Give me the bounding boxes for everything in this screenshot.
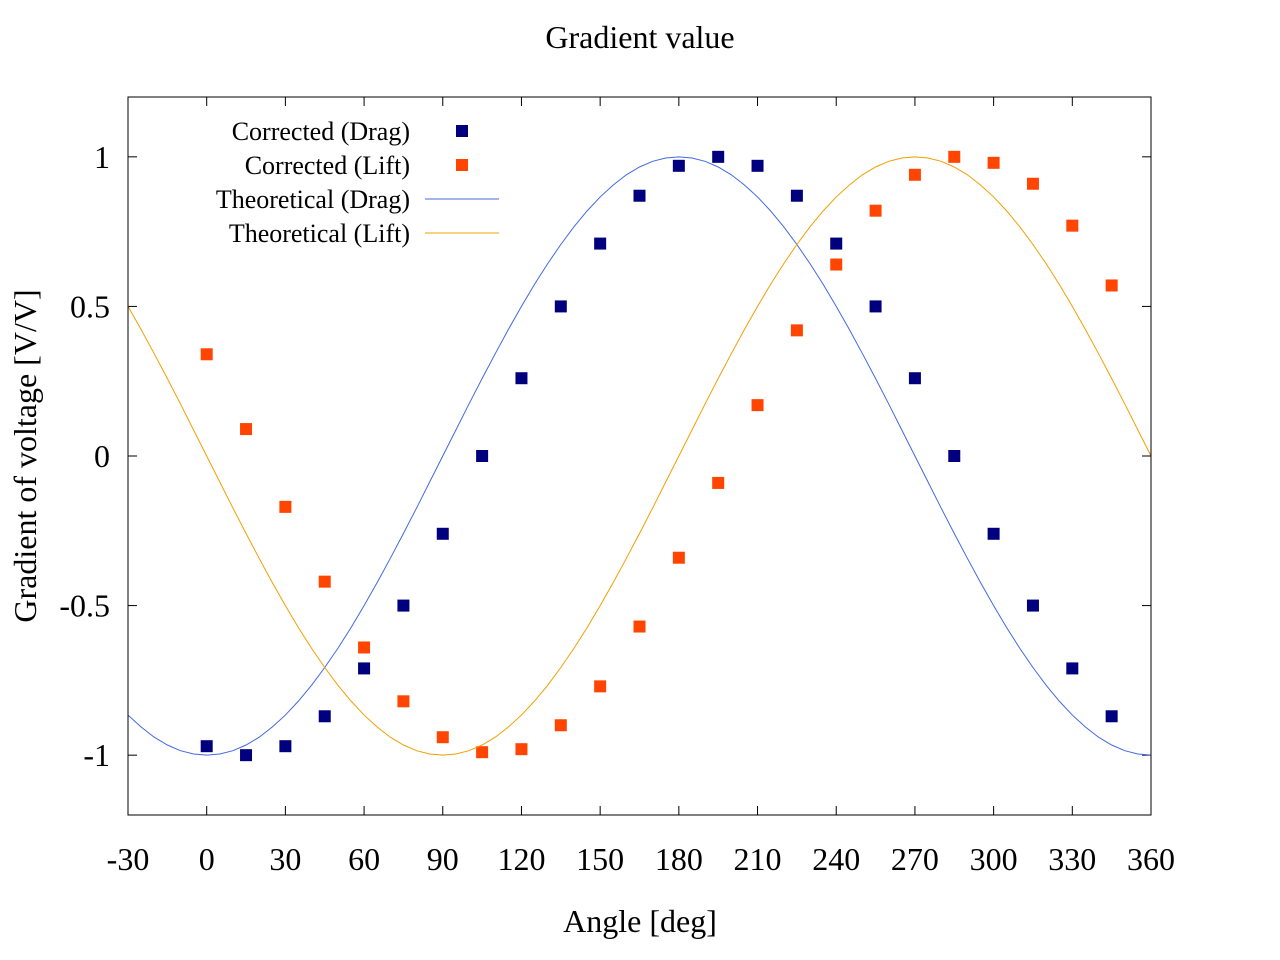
- y-tick-label: 0.5: [70, 288, 110, 324]
- series-line-theoretical-lift: [128, 156, 1151, 756]
- y-tick-label: 1: [94, 139, 110, 175]
- x-tick-label: 30: [269, 841, 301, 877]
- data-point-corrected-lift: [1105, 279, 1118, 292]
- data-point-corrected-drag: [279, 740, 292, 753]
- legend-label-corrected-drag: Corrected (Drag): [232, 117, 410, 146]
- data-point-corrected-drag: [397, 599, 410, 612]
- data-point-corrected-drag: [751, 159, 764, 172]
- data-point-corrected-drag: [908, 372, 921, 385]
- data-point-corrected-drag: [830, 237, 843, 250]
- data-point-corrected-drag: [240, 749, 253, 762]
- data-point-corrected-drag: [633, 189, 646, 202]
- legend: Corrected (Drag) Corrected (Lift) Theoreti…: [216, 117, 499, 248]
- legend-swatch-corrected-drag: [456, 125, 468, 137]
- data-point-corrected-drag: [987, 527, 1000, 540]
- data-point-corrected-lift: [200, 348, 213, 361]
- data-point-corrected-drag: [1105, 710, 1118, 723]
- legend-label-theoretical-drag: Theoretical (Drag): [216, 185, 410, 214]
- data-point-corrected-lift: [908, 168, 921, 181]
- data-point-corrected-drag: [358, 662, 371, 675]
- y-axis-label: Gradient of voltage [V/V]: [7, 289, 43, 622]
- data-point-corrected-lift: [948, 150, 961, 163]
- data-point-corrected-lift: [318, 575, 331, 588]
- data-point-corrected-lift: [1066, 219, 1079, 232]
- data-point-corrected-lift: [712, 476, 725, 489]
- data-point-corrected-lift: [554, 719, 567, 732]
- y-tick-label: 0: [94, 438, 110, 474]
- axis-ticks: -30 0 30 60 90 120 150 180 210 240 270 300 330 360 -1 -…: [59, 97, 1175, 877]
- data-point-corrected-drag: [790, 189, 803, 202]
- data-point-corrected-drag: [712, 150, 725, 163]
- data-point-corrected-lift: [358, 641, 371, 654]
- data-point-corrected-drag: [318, 710, 331, 723]
- data-point-corrected-lift: [594, 680, 607, 693]
- data-point-corrected-lift: [436, 731, 449, 744]
- data-point-corrected-drag: [200, 740, 213, 753]
- x-tick-label: 150: [576, 841, 624, 877]
- data-point-corrected-drag: [948, 450, 961, 462]
- data-point-corrected-drag: [672, 159, 685, 172]
- x-tick-label: -30: [107, 841, 150, 877]
- x-tick-label: 330: [1048, 841, 1096, 877]
- y-tick-label: -1: [83, 737, 110, 773]
- data-point-corrected-drag: [869, 300, 882, 313]
- data-point-corrected-drag: [594, 237, 607, 250]
- data-point-corrected-lift: [751, 399, 764, 412]
- plot-frame: [127, 96, 1152, 816]
- x-tick-label: 0: [199, 841, 215, 877]
- legend-swatch-corrected-lift: [456, 159, 468, 171]
- data-point-corrected-lift: [476, 746, 489, 759]
- data-point-corrected-lift: [240, 423, 253, 436]
- data-point-corrected-drag: [1066, 662, 1079, 675]
- chart-title: Gradient value: [545, 19, 734, 55]
- data-point-corrected-drag: [515, 372, 528, 385]
- data-point-corrected-lift: [830, 258, 843, 271]
- x-tick-label: 180: [655, 841, 703, 877]
- x-tick-label: 240: [812, 841, 860, 877]
- x-axis-label: Angle [deg]: [563, 903, 717, 939]
- data-point-corrected-lift: [987, 156, 1000, 169]
- series-layer: [128, 150, 1151, 762]
- x-tick-label: 210: [734, 841, 782, 877]
- x-tick-label: 60: [348, 841, 380, 877]
- data-point-corrected-lift: [869, 204, 882, 217]
- legend-label-theoretical-lift: Theoretical (Lift): [229, 219, 410, 248]
- series-line-theoretical-drag: [128, 156, 1151, 756]
- data-point-corrected-drag: [554, 300, 567, 313]
- x-tick-label: 120: [497, 841, 545, 877]
- x-tick-label: 360: [1127, 841, 1175, 877]
- data-point-corrected-lift: [633, 620, 646, 633]
- data-point-corrected-lift: [672, 551, 685, 564]
- data-point-corrected-lift: [515, 743, 528, 756]
- x-tick-label: 300: [970, 841, 1018, 877]
- x-tick-label: 90: [427, 841, 459, 877]
- x-tick-label: 270: [891, 841, 939, 877]
- y-tick-label: -0.5: [59, 588, 110, 624]
- data-point-corrected-lift: [279, 500, 292, 513]
- data-point-corrected-lift: [397, 695, 410, 708]
- data-point-corrected-lift: [1026, 177, 1039, 190]
- data-point-corrected-drag: [476, 450, 489, 462]
- legend-label-corrected-lift: Corrected (Lift): [245, 151, 410, 180]
- data-point-corrected-drag: [436, 527, 449, 540]
- data-point-corrected-lift: [790, 324, 803, 337]
- data-point-corrected-drag: [1026, 599, 1039, 612]
